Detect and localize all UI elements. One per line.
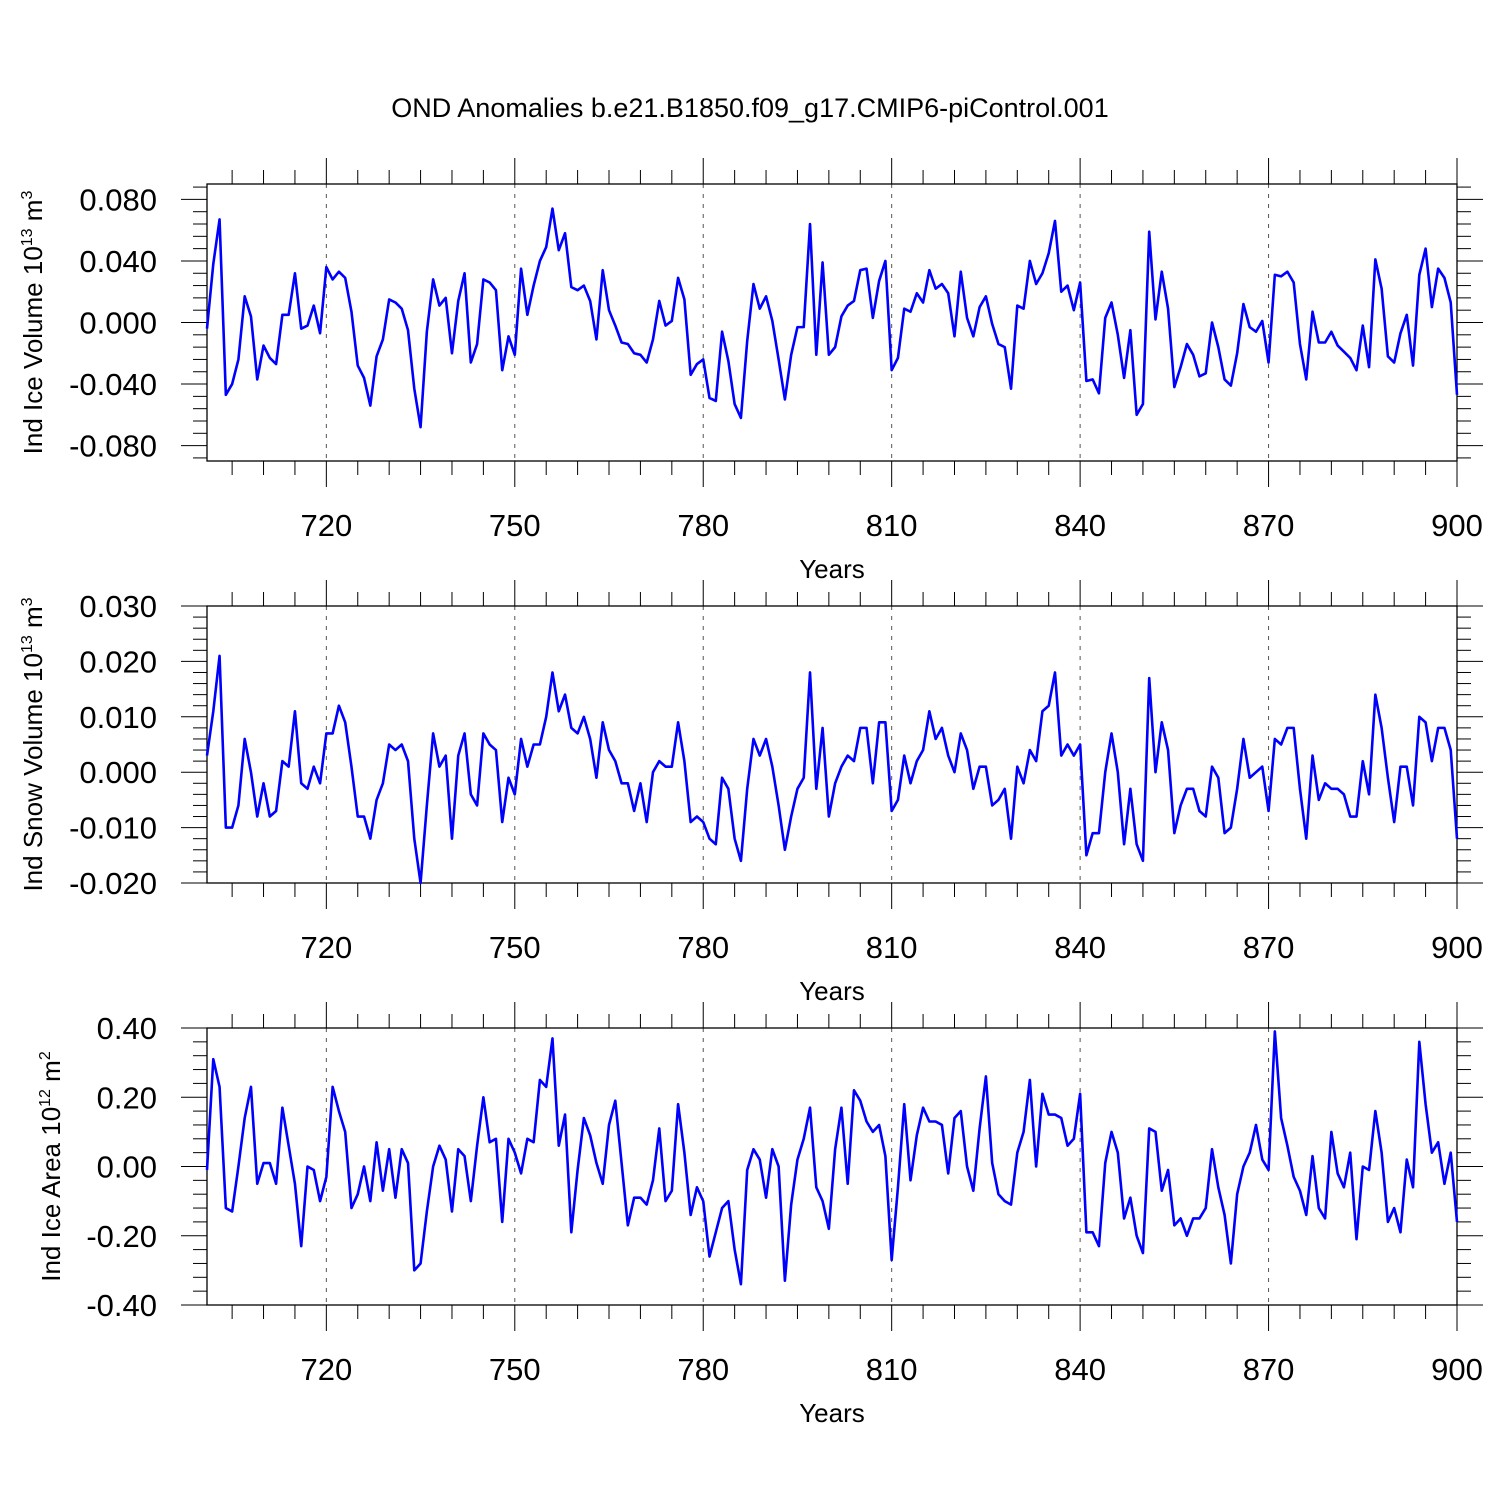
- y-tick-label: 0.020: [79, 644, 157, 679]
- y-tick-label: 0.030: [79, 589, 157, 624]
- x-axis-title: Years: [799, 1398, 865, 1428]
- y-axis-title: Ind Ice Area 1012 m2: [36, 1051, 66, 1282]
- y-tick-label: 0.000: [79, 306, 157, 341]
- x-tick-label: 750: [489, 930, 541, 965]
- x-tick-label: 900: [1431, 930, 1483, 965]
- x-tick-label: 810: [866, 1352, 918, 1387]
- y-tick-label: 0.40: [97, 1011, 157, 1046]
- y-tick-label: 0.20: [97, 1080, 157, 1115]
- plot-frame: [206, 183, 1458, 462]
- x-tick-label: 780: [677, 930, 729, 965]
- series-line: [205, 207, 1459, 429]
- x-tick-label: 720: [300, 930, 352, 965]
- x-tick-label: 840: [1054, 930, 1106, 965]
- y-tick-label: -0.080: [69, 429, 157, 464]
- x-tick-label: 810: [866, 930, 918, 965]
- x-tick-label: 870: [1243, 930, 1295, 965]
- y-tick-label: -0.40: [86, 1288, 157, 1323]
- y-tick-label: 0.00: [97, 1150, 157, 1185]
- x-tick-label: 780: [677, 508, 729, 543]
- x-tick-label: 780: [677, 1352, 729, 1387]
- y-tick-label: 0.080: [79, 182, 157, 217]
- panel-3: -0.40 -0.20 0.00 0.20 0.40 720 750 780 810 840 870…: [36, 1002, 1483, 1428]
- y-tick-label: -0.010: [69, 811, 157, 846]
- y-axis-title: Ind Snow Volume 1013 m3: [18, 597, 48, 891]
- x-tick-label: 870: [1243, 1352, 1295, 1387]
- x-tick-label: 840: [1054, 1352, 1106, 1387]
- y-tick-label: 0.010: [79, 700, 157, 735]
- x-tick-label: 810: [866, 508, 918, 543]
- y-tick-label: 0.040: [79, 244, 157, 279]
- y-tick-label: 0.000: [79, 755, 157, 790]
- x-tick-label: 720: [300, 508, 352, 543]
- series-line: [205, 1030, 1459, 1286]
- x-tick-label: 720: [300, 1352, 352, 1387]
- chart-title: OND Anomalies b.e21.B1850.f09_g17.CMIP6-…: [391, 93, 1109, 123]
- x-tick-label: 900: [1431, 508, 1483, 543]
- x-tick-label: 750: [489, 1352, 541, 1387]
- x-tick-label: 870: [1243, 508, 1295, 543]
- y-tick-label: -0.020: [69, 866, 157, 901]
- x-tick-label: 840: [1054, 508, 1106, 543]
- x-axis-title: Years: [799, 554, 865, 584]
- x-axis-title: Years: [799, 976, 865, 1006]
- plot-frame: [206, 605, 1458, 884]
- y-tick-label: -0.040: [69, 367, 157, 402]
- panel-2: -0.020 -0.010 0.000 0.010 0.020 0.030 720 750 78…: [18, 580, 1483, 1006]
- panel-1: -0.080 -0.040 0.000 0.040 0.080 720 750 780 810 8…: [18, 158, 1483, 584]
- y-axis-title: Ind Ice Volume 1013 m3: [18, 191, 48, 455]
- series-line: [205, 654, 1459, 885]
- y-tick-label: -0.20: [86, 1219, 157, 1254]
- x-tick-label: 750: [489, 508, 541, 543]
- x-tick-label: 900: [1431, 1352, 1483, 1387]
